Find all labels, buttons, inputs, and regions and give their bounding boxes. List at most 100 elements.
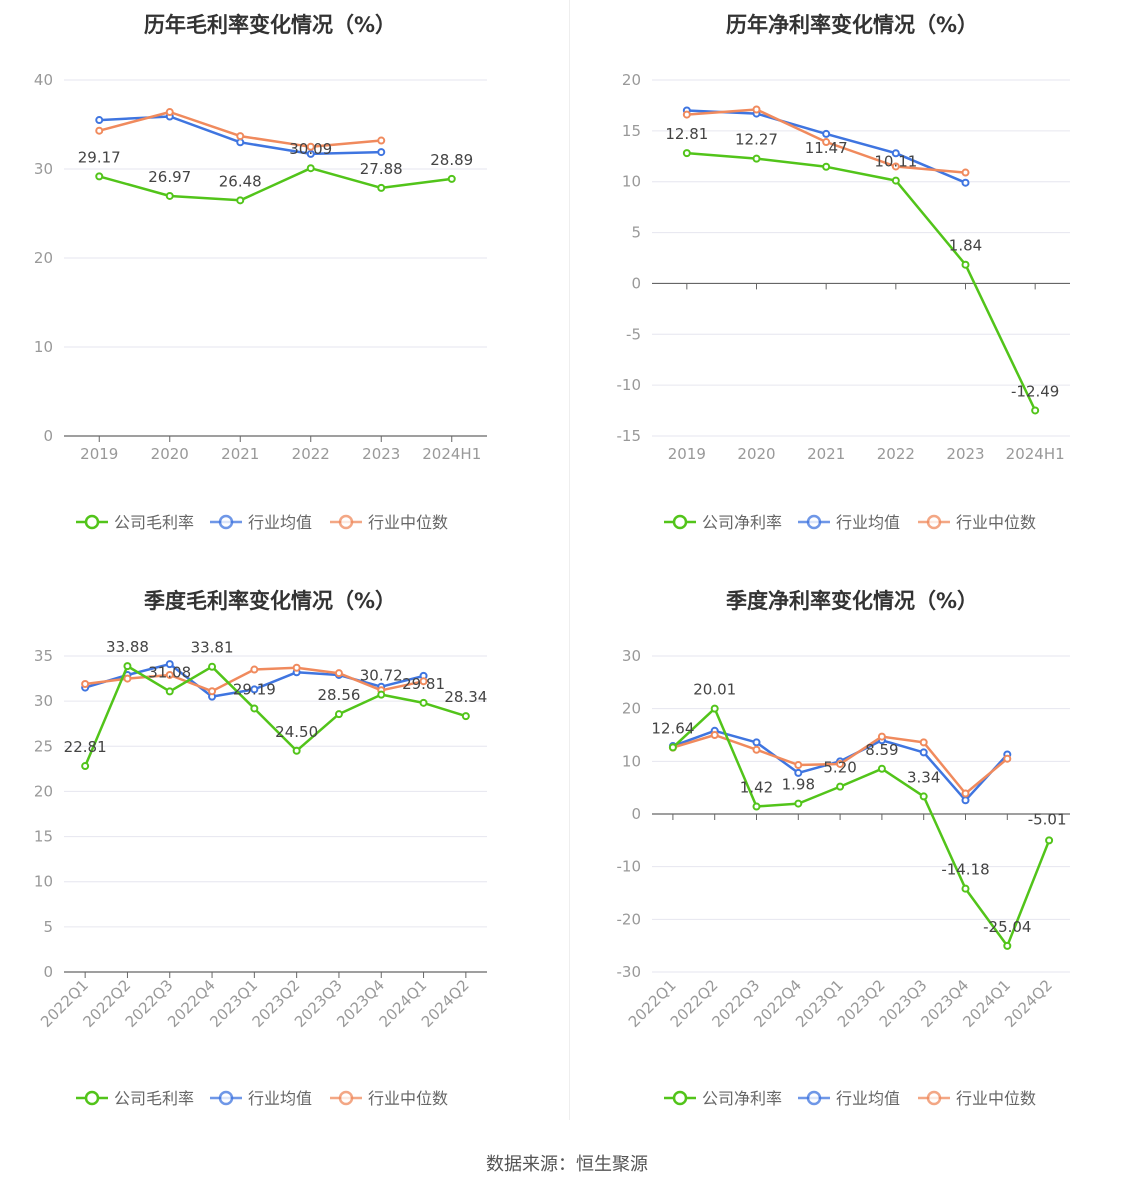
- data-point: [1003, 754, 1012, 763]
- data-point: [292, 663, 301, 672]
- chart-annual-gross-margin: 历年毛利率变化情况（%） 0 10 20 30 40 2019 2020 2021 2022 202…: [0, 0, 567, 576]
- legend-label: 公司净利率: [702, 1089, 782, 1108]
- legend-item[interactable]: 公司毛利率: [76, 513, 194, 532]
- chart-quarterly-gross-margin: 季度毛利率变化情况（%） 0 5 10 15 20 25 30 35 2022Q1 2022Q2 20…: [0, 576, 567, 1152]
- data-point: [165, 191, 174, 200]
- legend-item[interactable]: 行业均值: [210, 1089, 312, 1108]
- legend-marker-icon: [338, 514, 354, 530]
- legend-item[interactable]: 公司净利率: [664, 1089, 782, 1108]
- data-label: 33.81: [191, 639, 234, 657]
- y-tick-label: 30: [34, 692, 53, 710]
- data-point: [236, 138, 245, 147]
- data-point: [236, 132, 245, 141]
- data-point: [794, 761, 803, 770]
- data-point: [419, 698, 428, 707]
- data-label: -12.49: [1011, 382, 1059, 400]
- y-tick-label: 15: [34, 828, 53, 846]
- data-point: [752, 802, 761, 811]
- legend-marker-icon: [806, 514, 822, 530]
- data-point: [95, 116, 104, 125]
- y-tick-label: -20: [617, 910, 642, 928]
- data-label: 22.81: [64, 738, 107, 756]
- data-label: 29.81: [402, 675, 445, 693]
- y-tick-label: 25: [34, 737, 53, 755]
- data-point: [123, 662, 132, 671]
- data-point: [250, 685, 259, 694]
- x-tick-label: 2023: [362, 445, 400, 463]
- data-label: 30.09: [289, 140, 332, 158]
- y-tick-label: 0: [43, 427, 53, 445]
- data-point: [165, 660, 174, 669]
- y-tick-label: 20: [34, 782, 53, 800]
- legend-marker-icon: [218, 1090, 234, 1106]
- chart-title: 季度净利率变化情况（%）: [726, 589, 978, 613]
- y-tick-label: 10: [622, 752, 641, 770]
- legend-item[interactable]: 行业中位数: [918, 1089, 1036, 1108]
- data-point: [919, 738, 928, 747]
- legend-label: 行业均值: [836, 513, 900, 532]
- legend-item[interactable]: 行业中位数: [330, 513, 448, 532]
- legend-label: 公司毛利率: [114, 513, 194, 532]
- x-tick-label: 2021: [807, 445, 845, 463]
- y-tick-label: 10: [622, 173, 641, 191]
- data-point: [165, 108, 174, 117]
- legend-label: 行业均值: [248, 1089, 312, 1108]
- legend-item[interactable]: 行业中位数: [330, 1089, 448, 1108]
- data-label: 12.81: [665, 125, 708, 143]
- legend-item[interactable]: 行业中位数: [918, 513, 1036, 532]
- data-point: [81, 762, 90, 771]
- chart-title: 历年毛利率变化情况（%）: [144, 13, 396, 37]
- data-label: 28.56: [317, 686, 360, 704]
- legend-item[interactable]: 公司毛利率: [76, 1089, 194, 1108]
- data-point: [236, 196, 245, 205]
- legend-item[interactable]: 行业均值: [798, 1089, 900, 1108]
- data-point: [794, 768, 803, 777]
- chart-title: 季度毛利率变化情况（%）: [144, 589, 396, 613]
- y-tick-label: 10: [34, 873, 53, 891]
- data-point: [891, 149, 900, 158]
- data-point: [377, 136, 386, 145]
- y-tick-label: 30: [622, 647, 641, 665]
- y-tick-label: -10: [617, 376, 642, 394]
- legend-marker-icon: [926, 514, 942, 530]
- legend-marker-icon: [926, 1090, 942, 1106]
- x-tick-label: 2020: [737, 445, 775, 463]
- y-tick-label: 10: [34, 338, 53, 356]
- y-tick-label: 0: [631, 274, 641, 292]
- chart-title: 历年净利率变化情况（%）: [726, 13, 978, 37]
- y-tick-label: 20: [622, 700, 641, 718]
- data-point: [961, 884, 970, 893]
- data-point: [377, 183, 386, 192]
- data-label: 29.17: [78, 148, 121, 166]
- x-tick-label: 2021: [221, 445, 259, 463]
- legend-item[interactable]: 行业均值: [210, 513, 312, 532]
- data-point: [81, 679, 90, 688]
- data-point: [95, 172, 104, 181]
- data-point: [710, 704, 719, 713]
- legend-item[interactable]: 公司净利率: [664, 513, 782, 532]
- data-point: [877, 732, 886, 741]
- legend-marker-icon: [84, 514, 100, 530]
- legend-item[interactable]: 行业均值: [798, 513, 900, 532]
- data-point: [891, 162, 900, 171]
- data-point: [306, 164, 315, 173]
- legend-marker-icon: [806, 1090, 822, 1106]
- legend-label: 行业中位数: [956, 513, 1036, 532]
- x-tick-label: 2019: [80, 445, 118, 463]
- x-tick-label: 2022: [292, 445, 330, 463]
- data-label: 26.48: [219, 172, 262, 190]
- data-point: [836, 759, 845, 768]
- data-label: 1.98: [782, 776, 815, 794]
- data-point: [292, 746, 301, 755]
- data-point: [165, 670, 174, 679]
- data-point: [961, 796, 970, 805]
- y-tick-label: -5: [626, 325, 641, 343]
- data-point: [334, 669, 343, 678]
- x-tick-label: 2020: [151, 445, 189, 463]
- legend-label: 行业中位数: [368, 1089, 448, 1108]
- x-tick-label: 2024H1: [422, 445, 481, 463]
- data-label: 3.34: [907, 768, 940, 786]
- y-tick-label: 5: [43, 918, 53, 936]
- data-point: [752, 738, 761, 747]
- center-divider: [569, 0, 570, 1120]
